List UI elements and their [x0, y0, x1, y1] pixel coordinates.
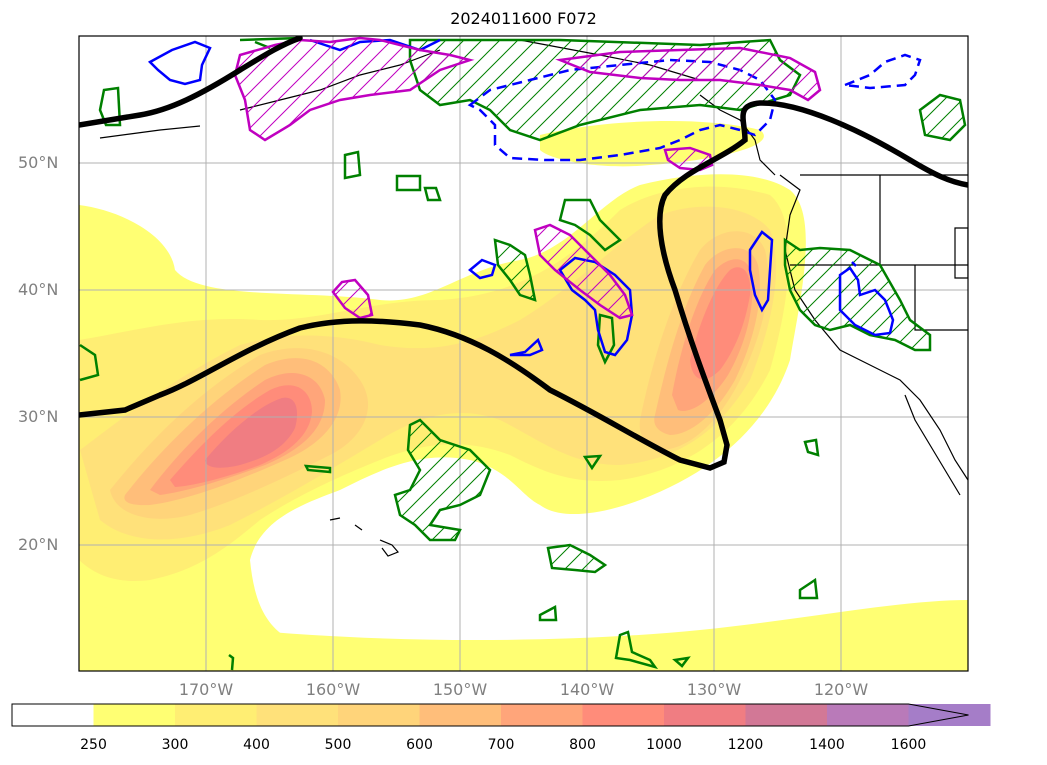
- ivt-250-south: [79, 600, 968, 671]
- height-contours: [79, 36, 968, 471]
- blue-dashed-contours: [467, 53, 922, 162]
- colorbar-segment: [827, 704, 909, 726]
- colorbar-tick-label: 300: [161, 737, 189, 753]
- magenta-contours: [233, 36, 822, 320]
- colorbar-tick-label: 400: [243, 737, 270, 753]
- lon-label-150w: 150°W: [432, 680, 488, 699]
- lat-label-30n: 30°N: [18, 407, 59, 426]
- colorbar-segment: [256, 704, 339, 726]
- colorbar: [11, 703, 991, 727]
- lon-label-140w: 140°W: [559, 680, 615, 699]
- colorbar-segment: [175, 704, 257, 726]
- colorbar-tick-label: 1000: [646, 737, 682, 753]
- ivt-1000: [205, 397, 298, 468]
- colorbar-segment: [338, 704, 420, 726]
- ivt-800-east: [690, 267, 751, 380]
- colorbar-tick-label: 700: [487, 737, 515, 753]
- colorbar-tick-label: 600: [406, 737, 433, 753]
- colorbar-segment: [12, 704, 94, 726]
- colorbar-segment: [745, 704, 828, 726]
- map-frame: [78, 35, 969, 672]
- colorbar-segment: [582, 704, 665, 726]
- lon-label-160w: 160°W: [305, 680, 361, 699]
- colorbar-segment: [501, 704, 583, 726]
- colorbar-outline: [11, 703, 969, 727]
- colorbar-tick-label: 800: [569, 737, 596, 753]
- colorbar-tick-label: 250: [80, 737, 107, 753]
- colorbar-segment: [664, 704, 746, 726]
- lon-label-130w: 130°W: [686, 680, 742, 699]
- lat-label-20n: 20°N: [18, 535, 59, 554]
- colorbar-tick-label: 1200: [727, 737, 764, 753]
- map-title: 2024011600 F072: [450, 9, 597, 28]
- colorbar-segment: [419, 704, 502, 726]
- lat-label-40n: 40°N: [18, 280, 59, 299]
- lon-label-120w: 120°W: [813, 680, 869, 699]
- lon-label-170w: 170°W: [178, 680, 234, 699]
- colorbar-extend-arrow: [908, 704, 969, 726]
- colorbar-tick-label: 500: [324, 737, 352, 753]
- graticule: [79, 36, 968, 671]
- colorbar-tick-label: 1400: [809, 737, 845, 753]
- colorbar-tick-label: 1600: [890, 737, 927, 753]
- colorbar-segment: [93, 704, 176, 726]
- lat-label-50n: 50°N: [18, 153, 59, 172]
